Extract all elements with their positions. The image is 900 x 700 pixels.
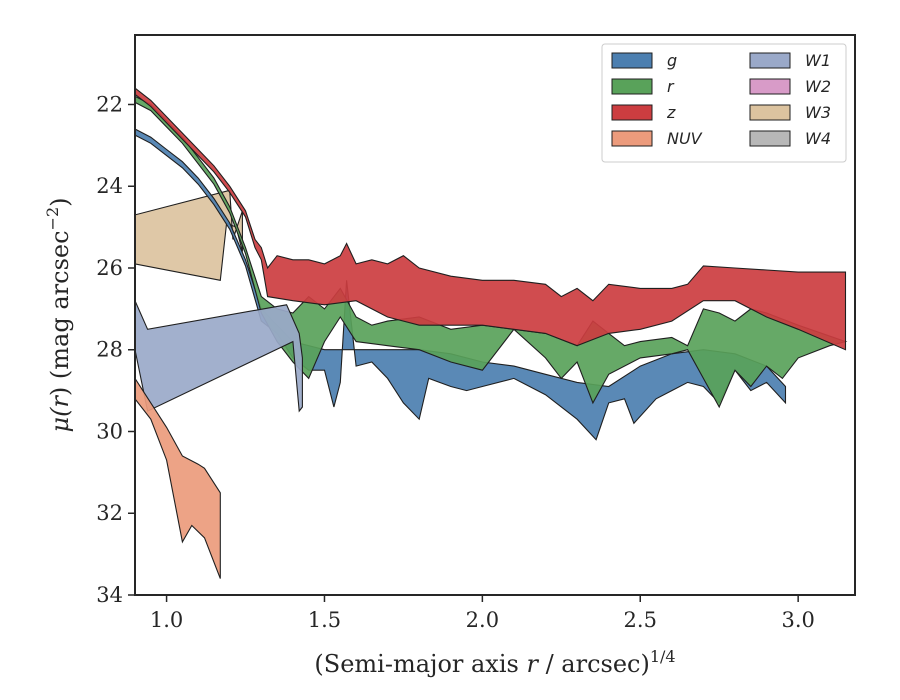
y-tick-label: 34 <box>96 583 123 607</box>
x-axis-label: (Semi-major axis r / arcsec)1/4 <box>314 647 675 678</box>
plot-area <box>135 87 848 579</box>
x-axis: 1.0 1.5 2.0 2.5 3.0 <box>150 595 815 632</box>
legend-swatch-r <box>611 78 653 95</box>
legend-label-z: z <box>666 103 676 122</box>
y-tick-label: 28 <box>96 338 123 362</box>
legend-swatch-w1 <box>749 52 791 69</box>
y-axis: 22 24 26 28 30 32 34 <box>96 92 135 607</box>
legend-swatch-w4 <box>749 130 791 147</box>
y-tick-label: 30 <box>96 419 123 443</box>
y-tick-label: 26 <box>96 256 123 280</box>
legend-label-g: g <box>667 51 677 70</box>
legend-swatch-z <box>611 104 653 121</box>
band-r <box>135 95 848 409</box>
legend-label-w4: W4 <box>805 129 831 148</box>
legend-label-w1: W1 <box>805 51 831 70</box>
legend-label-w3: W3 <box>805 103 831 122</box>
band-w1 <box>135 300 303 413</box>
x-tick-label: 1.5 <box>308 608 341 632</box>
legend: grz NUV W1 W2 W3 W4 <box>601 43 847 163</box>
legend-swatch-w2 <box>749 78 791 95</box>
band-nuv <box>135 377 221 579</box>
legend-swatch-w3 <box>749 104 791 121</box>
legend-label-nuv: NUV <box>667 129 703 148</box>
x-tick-label: 3.0 <box>781 608 814 632</box>
y-axis-label: μ(r) (mag arcsec−2) <box>43 197 74 432</box>
x-tick-label: 2.5 <box>624 608 657 632</box>
y-tick-label: 32 <box>96 501 123 525</box>
plot-frame <box>134 34 856 596</box>
y-tick-label: 22 <box>96 92 123 116</box>
legend-label-w2: W2 <box>805 77 831 96</box>
legend-label-r: r <box>667 77 675 96</box>
y-tick-label: 24 <box>96 174 123 198</box>
band-z <box>135 87 847 351</box>
legend-swatch-g <box>611 52 653 69</box>
x-tick-label: 1.0 <box>150 608 183 632</box>
legend-swatch-nuv <box>611 130 653 147</box>
x-tick-label: 2.0 <box>466 608 499 632</box>
